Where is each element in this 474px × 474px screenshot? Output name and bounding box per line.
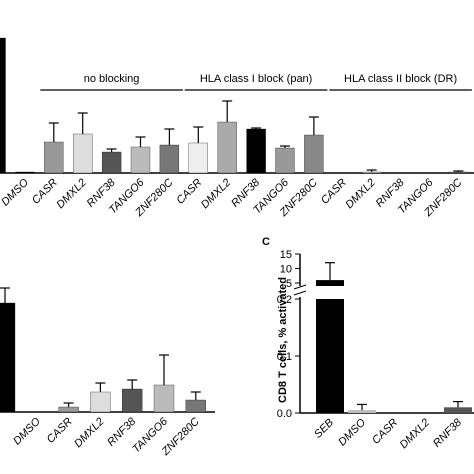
x-tick-label: DMXL2 [343,177,377,211]
bar [188,142,208,174]
x-tick-label: DMXL2 [398,417,432,451]
x-tick-label: DMXL2 [72,416,106,450]
x-tick-label: DMSO [11,415,43,447]
bar [73,133,93,174]
bar [58,406,79,413]
bar [362,171,382,174]
bar-upper [316,280,344,286]
bar [304,134,324,174]
y2-tick-label: 5 [286,278,292,290]
bar [44,141,64,174]
bar [0,37,6,174]
bar [217,121,237,174]
bar [448,171,469,174]
bar [316,299,344,413]
y-tick-label: 0.1 [277,351,292,363]
bar [348,410,376,413]
x-tick-label: DMXL2 [54,177,88,211]
x-tick-label: SEB [312,417,336,441]
y-axis-label: CD8 T cells, % activated [277,277,289,403]
axis-break [293,290,307,296]
bar [122,388,143,413]
bar [90,391,111,413]
bar [101,151,122,174]
group-label: HLA class II block (DR) [344,73,457,85]
group-label: HLA class I block (pan) [200,73,313,85]
group-label: no blocking [84,73,140,85]
x-tick-label: CASR [45,416,75,446]
y-tick-label: 0.2 [277,294,292,306]
bar [444,407,472,413]
x-tick-label: RNF38 [431,416,465,450]
bar [15,171,35,174]
axis-break [293,284,307,290]
bar [130,146,151,174]
bar [185,399,206,413]
bar [0,302,16,413]
x-tick-label: CASR [370,417,400,447]
bar [275,147,295,174]
y2-tick-label: 15 [280,249,292,261]
bar [246,128,266,174]
x-tick-label: DMXL2 [199,177,233,211]
panel-letter: C [262,236,270,248]
x-tick-label: DMSO [0,176,31,208]
y-tick-label: 0.0 [277,408,292,420]
y2-tick-label: 10 [280,264,292,276]
x-tick-label: DMSO [336,416,368,448]
bar [153,384,175,413]
bar [159,144,180,174]
